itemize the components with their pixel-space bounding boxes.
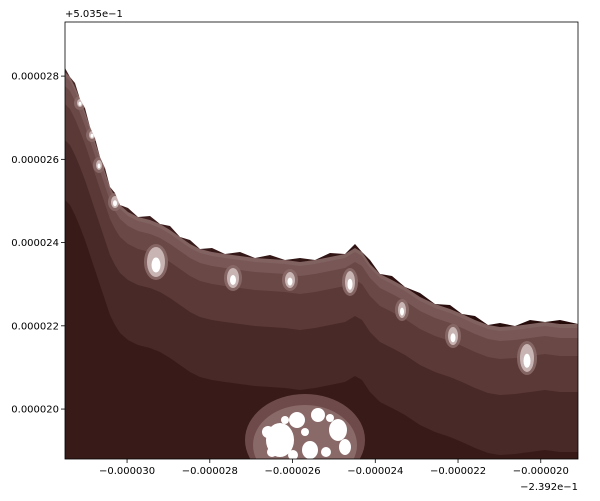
x-tick-label: −0.000020 xyxy=(513,466,569,477)
plot-frame xyxy=(64,21,579,460)
x-tick-label: −0.000024 xyxy=(347,466,403,477)
bulb-interior xyxy=(90,133,94,138)
x-axis: −0.000030 −0.000028 −0.000026 −0.000024 −0.0… xyxy=(99,459,569,477)
set-exterior-region xyxy=(65,22,578,326)
x-tick-label: −0.000022 xyxy=(430,466,486,477)
cluster-spot xyxy=(321,447,331,457)
y-tick-label: 0.000026 xyxy=(11,155,59,166)
cluster-spot xyxy=(288,450,298,459)
y-offset-label: +5.035e−1 xyxy=(65,9,123,20)
bulb-interior xyxy=(450,333,456,343)
bulb-interior xyxy=(151,257,161,273)
mini-bulbs xyxy=(74,96,537,459)
x-tick-label: −0.000030 xyxy=(99,466,155,477)
y-tick-label: 0.000022 xyxy=(11,321,59,332)
cluster-spot xyxy=(267,447,277,457)
bulb-interior xyxy=(400,307,404,316)
x-tick-label: −0.000028 xyxy=(182,466,238,477)
cluster-spot xyxy=(281,416,289,424)
y-tick-label: 0.000020 xyxy=(11,405,59,416)
cluster-spot xyxy=(301,428,309,436)
escape-band xyxy=(65,200,578,459)
bottom-bulb-cluster xyxy=(245,394,365,459)
cluster-spot xyxy=(339,439,351,455)
bulb-interior xyxy=(78,101,82,106)
bulb-interior xyxy=(287,277,293,286)
cluster-spot xyxy=(326,414,334,422)
bulb-interior xyxy=(523,353,531,368)
y-tick-label: 0.000024 xyxy=(11,238,59,249)
cluster-spot xyxy=(311,408,325,422)
cluster-spot xyxy=(289,412,305,428)
plot-area xyxy=(65,22,578,459)
cluster-spot xyxy=(302,441,318,459)
bulb-interior xyxy=(97,163,101,169)
cluster-spot xyxy=(262,426,274,438)
bulb-interior xyxy=(230,275,236,285)
bulb-interior xyxy=(347,278,353,290)
y-tick-label: 0.000028 xyxy=(11,72,59,83)
x-offset-label: −2.392e−1 xyxy=(520,482,578,493)
bulb-interior xyxy=(113,200,117,207)
cluster-spot xyxy=(329,419,347,441)
y-axis: 0.000020 0.000022 0.000024 0.000026 0.000028 xyxy=(11,72,65,416)
x-tick-label: −0.000026 xyxy=(264,466,320,477)
escape-time-bands xyxy=(65,72,578,459)
